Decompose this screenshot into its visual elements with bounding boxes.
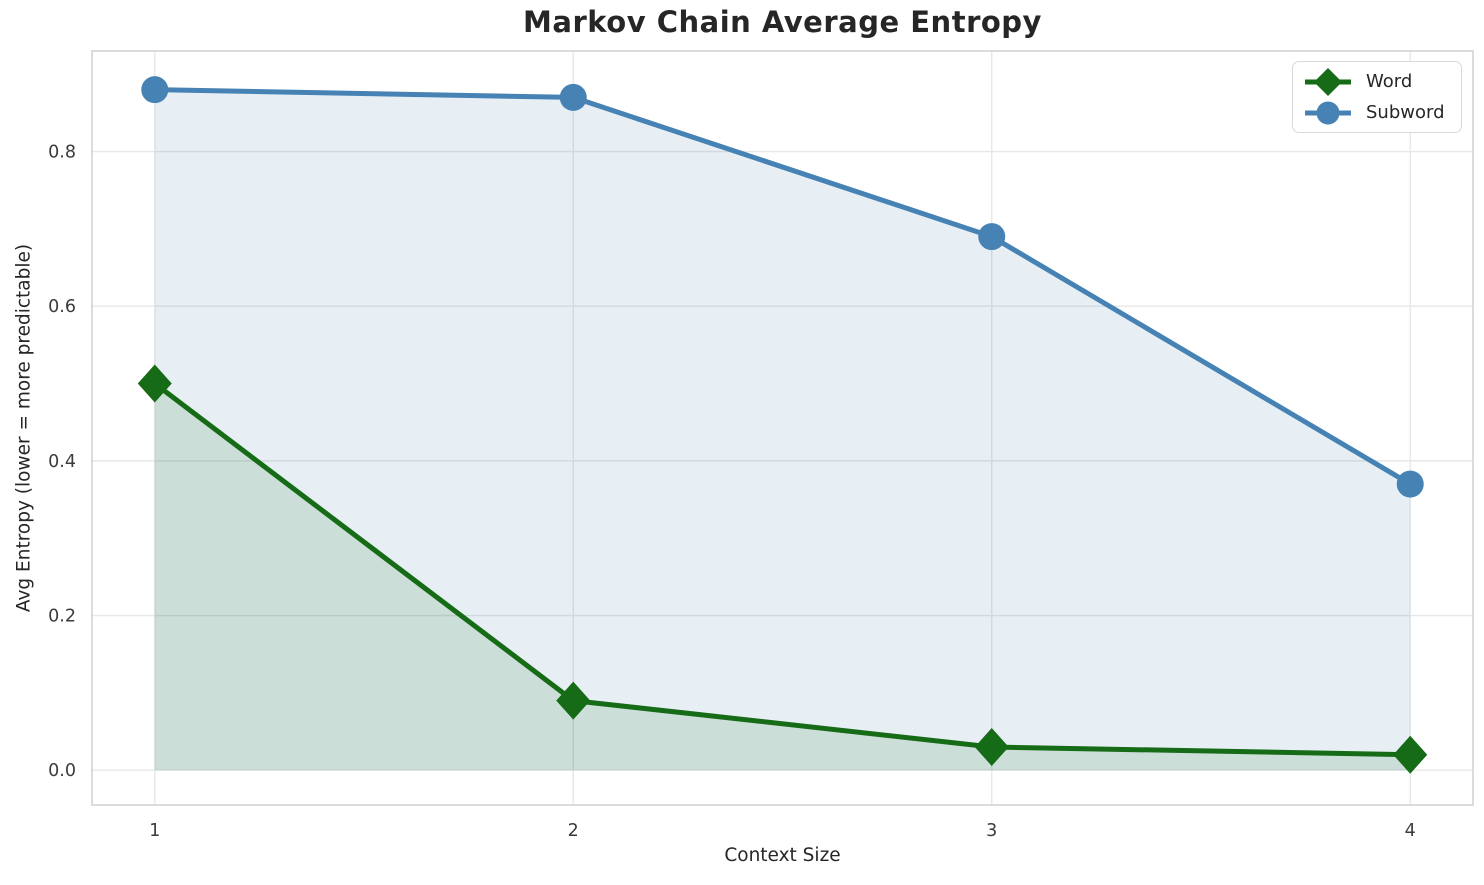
y-tick-label: 0.6 — [48, 297, 76, 317]
subword-marker-icon — [1305, 101, 1351, 124]
y-axis-label: Avg Entropy (lower = more predictable) — [13, 243, 35, 613]
x-tick-label: 4 — [1405, 821, 1416, 841]
y-tick-label: 0.4 — [48, 452, 76, 472]
y-tick-label: 0.8 — [48, 143, 76, 163]
x-tick-label: 3 — [986, 821, 997, 841]
series-line-subword — [152, 87, 1413, 487]
marker-diamond-word — [137, 364, 172, 403]
marker-circle-subword — [141, 76, 169, 104]
y-tick-label: 0.0 — [48, 761, 76, 781]
x-axis-label: Context Size — [724, 845, 841, 866]
marker-circle-subword — [559, 83, 587, 111]
series-line-word — [152, 381, 1413, 758]
y-tick-label: 0.2 — [48, 607, 76, 627]
series-fill-word — [154, 383, 1411, 771]
legend: Word Subword — [1292, 61, 1462, 133]
marker-circle-subword — [1396, 470, 1424, 498]
x-tick-label: 1 — [149, 821, 160, 841]
chart-title: Markov Chain Average Entropy — [523, 5, 1042, 39]
legend-item-word: Word — [1302, 66, 1445, 97]
legend-label-subword: Subword — [1366, 102, 1445, 123]
series-fill-subword — [154, 89, 1411, 771]
x-tick-label: 2 — [568, 821, 579, 841]
plot-border — [91, 50, 1474, 806]
marker-diamond-word — [556, 681, 591, 720]
word-marker-icon — [1305, 67, 1351, 96]
marker-circle-subword — [978, 223, 1006, 251]
diamond-icon — [1314, 67, 1342, 96]
marker-diamond-word — [974, 728, 1009, 766]
legend-item-subword: Subword — [1302, 97, 1445, 128]
marker-diamond-word — [1393, 735, 1428, 774]
legend-label-word: Word — [1366, 71, 1413, 92]
circle-icon — [1316, 101, 1340, 124]
